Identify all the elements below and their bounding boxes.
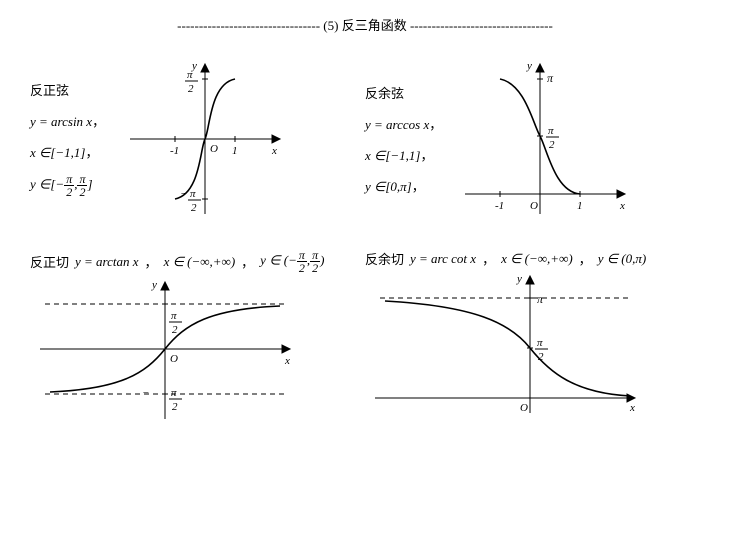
arctan-title: 反正切: [30, 252, 69, 271]
arccos-fn: y = arccos x，: [365, 114, 455, 133]
row-2: 反正切 y = arctan x， x ∈ (−∞,+∞)， y ∈ (−π2,…: [30, 249, 700, 428]
svg-text:y: y: [526, 60, 532, 72]
arccos-graph: -1 1 O x y π π 2: [455, 54, 635, 224]
svg-text:π: π: [171, 310, 177, 322]
svg-text:2: 2: [172, 324, 178, 336]
svg-text:2: 2: [188, 83, 194, 95]
svg-text:x: x: [619, 200, 625, 212]
arcsin-block: 反正弦 y = arcsin x， x ∈[−1,1]， y ∈[−π2,π2]…: [30, 54, 365, 224]
svg-text:1: 1: [577, 200, 583, 212]
arccos-block: 反余弦 y = arccos x， x ∈[−1,1]， y ∈[0,π]， -…: [365, 54, 700, 224]
arccot-domain: x ∈ (−∞,+∞): [501, 251, 573, 267]
arctan-graph: π 2 − π 2 O x y: [30, 274, 300, 424]
arctan-header: 反正切 y = arctan x， x ∈ (−∞,+∞)， y ∈ (−π2,…: [30, 249, 365, 274]
arcsin-domain: x ∈[−1,1]，: [30, 142, 120, 161]
svg-text:x: x: [629, 402, 635, 414]
arccot-title: 反余切: [365, 249, 404, 268]
svg-text:2: 2: [191, 202, 197, 214]
tick-pos1: 1: [232, 145, 238, 157]
svg-text:2: 2: [172, 401, 178, 413]
tick-neg1: -1: [170, 145, 179, 157]
svg-text:y: y: [516, 273, 522, 285]
svg-text:x: x: [284, 355, 290, 367]
arcsin-text: 反正弦 y = arcsin x， x ∈[−1,1]， y ∈[−π2,π2]: [30, 80, 120, 198]
arcsin-range: y ∈[−π2,π2]: [30, 173, 120, 198]
arccos-domain: x ∈[−1,1]，: [365, 145, 455, 164]
origin-label: O: [210, 143, 218, 155]
svg-text:2: 2: [549, 139, 555, 151]
arccot-block: 反余切 y = arc cot x， x ∈ (−∞,+∞)， y ∈ (0,π…: [365, 249, 700, 428]
arccos-title: 反余弦: [365, 83, 455, 102]
arcsin-fn: y = arcsin x，: [30, 111, 120, 130]
arctan-domain: x ∈ (−∞,+∞): [164, 254, 236, 270]
arctan-block: 反正切 y = arctan x， x ∈ (−∞,+∞)， y ∈ (−π2,…: [30, 249, 365, 428]
arccot-graph: π π2 O x y: [365, 268, 645, 418]
svg-text:π: π: [187, 69, 193, 81]
svg-text:π: π: [190, 188, 196, 200]
arccos-range: y ∈[0,π]，: [365, 176, 455, 195]
svg-text:y: y: [151, 279, 157, 291]
arccot-header: 反余切 y = arc cot x， x ∈ (−∞,+∞)， y ∈ (0,π…: [365, 249, 700, 268]
svg-text:O: O: [520, 402, 528, 414]
svg-text:O: O: [530, 200, 538, 212]
arctan-fn: y = arctan x: [75, 254, 139, 270]
svg-text:π: π: [548, 125, 554, 137]
svg-text:π: π: [537, 292, 544, 306]
x-label: x: [271, 145, 277, 157]
svg-text:-1: -1: [495, 200, 504, 212]
svg-text:−: −: [142, 387, 149, 399]
arccot-fn: y = arc cot x: [410, 251, 476, 267]
svg-text:−: −: [180, 188, 187, 200]
row-1: 反正弦 y = arcsin x， x ∈[−1,1]， y ∈[−π2,π2]…: [30, 54, 700, 224]
svg-text:π: π: [537, 337, 543, 349]
svg-text:O: O: [170, 353, 178, 365]
svg-text:π: π: [547, 71, 554, 85]
arctan-range: y ∈ (−π2,π2): [260, 249, 324, 274]
arccos-text: 反余弦 y = arccos x， x ∈[−1,1]， y ∈[0,π]，: [365, 83, 455, 195]
arcsin-graph: -1 1 O x y π2 −π2: [120, 54, 290, 224]
section-header: --------------------------------- (5) 反三…: [30, 15, 700, 34]
arccot-range: y ∈ (0,π): [598, 251, 647, 267]
arcsin-title: 反正弦: [30, 80, 120, 99]
svg-text:π: π: [171, 387, 177, 399]
